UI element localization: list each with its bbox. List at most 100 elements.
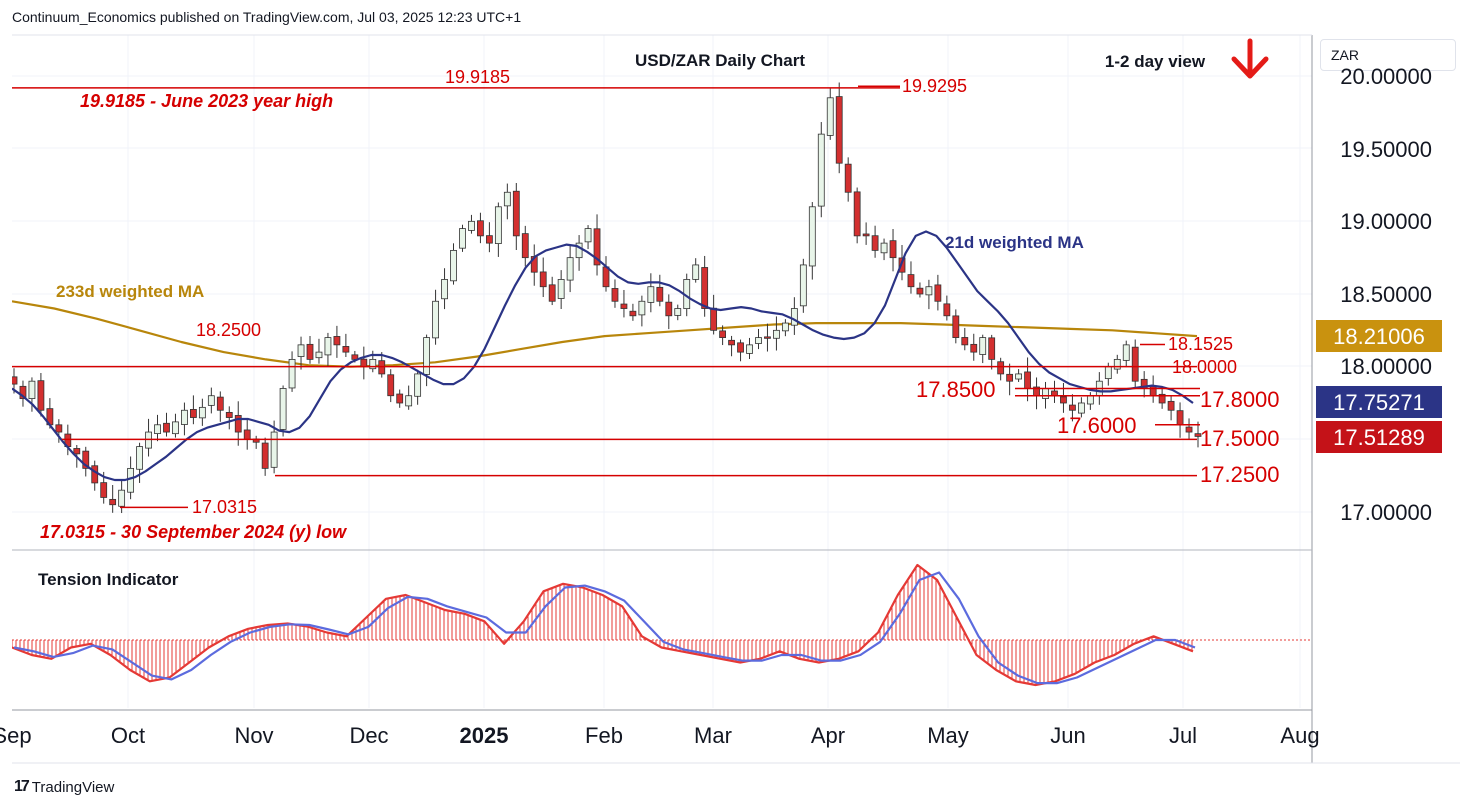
currency-selector[interactable]: ZAR bbox=[1320, 39, 1456, 71]
candle-body bbox=[414, 373, 422, 397]
candle-body bbox=[548, 284, 556, 302]
candle-body bbox=[557, 279, 565, 299]
candle-body bbox=[261, 442, 269, 469]
candle-body bbox=[136, 446, 143, 470]
level-17-0315-note: 17.0315 - 30 September 2024 (y) low bbox=[40, 522, 347, 542]
candle-body bbox=[539, 271, 547, 288]
candle-body bbox=[1122, 344, 1130, 361]
candle-body bbox=[324, 337, 332, 356]
candle-body bbox=[781, 322, 789, 332]
x-tick-label: 2025 bbox=[460, 723, 509, 748]
tradingview-logo[interactable]: 17 TradingView bbox=[14, 778, 114, 796]
candle-body bbox=[1194, 433, 1202, 437]
level-19-9185-note: 19.9185 - June 2023 year high bbox=[80, 91, 333, 111]
candle-body bbox=[943, 303, 951, 317]
candle-body bbox=[889, 240, 897, 259]
candle-body bbox=[270, 431, 278, 468]
candle-body bbox=[37, 380, 45, 411]
candle-body bbox=[1131, 346, 1139, 382]
candle-body bbox=[611, 288, 619, 302]
x-tick-label: May bbox=[927, 723, 969, 748]
tradingview-mark-icon: 17 bbox=[14, 778, 30, 795]
candle-body bbox=[835, 96, 843, 164]
candle-body bbox=[799, 264, 807, 307]
candle-body bbox=[181, 409, 188, 425]
candle-body bbox=[450, 249, 457, 282]
candle-body bbox=[934, 284, 942, 302]
candle-body bbox=[485, 235, 493, 244]
ma21-line-group bbox=[12, 230, 1194, 482]
x-tick-label: Aug bbox=[1280, 723, 1319, 748]
candle-body bbox=[118, 489, 126, 507]
candle-body bbox=[405, 395, 413, 407]
x-tick-label: Dec bbox=[349, 723, 388, 748]
candle-body bbox=[1069, 404, 1076, 411]
y-tick-label: 19.00000 bbox=[1340, 209, 1432, 234]
candle-body bbox=[1006, 373, 1014, 382]
candle-body bbox=[674, 308, 682, 316]
price-tag-last-text: 17.51289 bbox=[1333, 425, 1425, 450]
y-tick-label: 19.50000 bbox=[1340, 137, 1432, 162]
candle-body bbox=[1167, 400, 1175, 411]
candle-body bbox=[109, 498, 117, 506]
candle-body bbox=[127, 467, 135, 493]
candle-body bbox=[207, 395, 215, 406]
tension-line bbox=[12, 563, 1194, 687]
candle-body bbox=[1015, 373, 1023, 380]
level-17-0315-label: 17.0315 bbox=[192, 497, 257, 517]
candle-body bbox=[979, 337, 987, 355]
tension-indicator-group bbox=[12, 563, 1312, 687]
candle-body bbox=[369, 358, 377, 370]
candle-body bbox=[566, 257, 574, 281]
price-tag-ma233-text: 18.21006 bbox=[1333, 324, 1425, 349]
candle-body bbox=[575, 242, 583, 259]
level-17-2500-label: 17.2500 bbox=[1200, 462, 1280, 487]
candle-body bbox=[871, 235, 879, 251]
candle-body bbox=[755, 337, 762, 344]
candle-body bbox=[1104, 366, 1112, 380]
candle-body bbox=[145, 431, 152, 449]
price-tag-ma21-text: 17.75271 bbox=[1333, 390, 1425, 415]
candle-body bbox=[163, 422, 170, 433]
price-tag-ma21: 17.75271 bbox=[1316, 386, 1442, 418]
candle-body bbox=[172, 421, 179, 435]
x-tick-label: Feb bbox=[585, 723, 623, 748]
candle-body bbox=[1042, 388, 1049, 399]
candle-body bbox=[692, 264, 700, 280]
candle-body bbox=[189, 409, 197, 418]
candle-body bbox=[432, 300, 439, 339]
candle-body bbox=[73, 448, 81, 455]
candle-body bbox=[880, 242, 888, 254]
candle-body bbox=[817, 133, 825, 207]
candle-body bbox=[243, 429, 251, 440]
candle-body bbox=[225, 411, 233, 418]
candle-body bbox=[1060, 396, 1067, 404]
candle-body bbox=[620, 303, 628, 309]
view-label: 1-2 day view bbox=[1105, 52, 1206, 71]
candle-body bbox=[351, 354, 359, 360]
x-tick-label: Mar bbox=[694, 723, 732, 748]
candle-body bbox=[1086, 395, 1094, 405]
candle-body bbox=[216, 396, 224, 411]
y-tick-label: 18.50000 bbox=[1340, 282, 1432, 307]
candle-body bbox=[423, 337, 431, 375]
candle-body bbox=[647, 286, 655, 303]
candle-body bbox=[1077, 402, 1085, 414]
candle-body bbox=[719, 330, 727, 338]
candle-body bbox=[728, 339, 735, 346]
candle-body bbox=[961, 337, 969, 346]
x-tick-label: Jun bbox=[1050, 723, 1085, 748]
candle-body bbox=[306, 343, 314, 360]
tradingview-brand: TradingView bbox=[31, 778, 115, 796]
candle-body bbox=[360, 358, 368, 368]
candle-body bbox=[154, 424, 161, 434]
candle-body bbox=[916, 287, 924, 295]
candle-body bbox=[737, 342, 744, 353]
candle-body bbox=[988, 337, 996, 360]
candle-body bbox=[297, 344, 305, 357]
level-18-1525-label: 18.1525 bbox=[1168, 334, 1233, 354]
price-tag-last: 17.51289 bbox=[1316, 421, 1442, 453]
candle-body bbox=[925, 286, 933, 296]
x-tick-label: Nov bbox=[234, 723, 273, 748]
